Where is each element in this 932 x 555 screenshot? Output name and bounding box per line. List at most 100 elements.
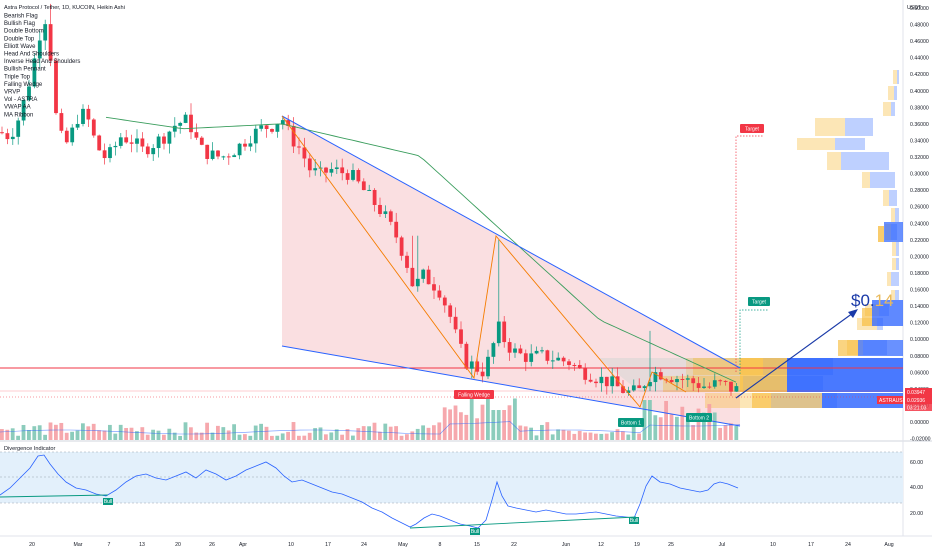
wedge-lower-trendline xyxy=(281,345,741,427)
price-axis-tick: 0.16000 xyxy=(910,288,929,294)
volume-bar xyxy=(599,433,604,440)
volume-profile-up-bar xyxy=(891,102,895,116)
candle-body xyxy=(675,379,679,383)
volume-bar xyxy=(16,435,20,440)
candle-body xyxy=(621,386,625,393)
volume-bar xyxy=(21,424,26,440)
price-axis-tick: 0.48000 xyxy=(910,23,929,29)
volume-bar xyxy=(243,434,247,440)
volume-profile-low-down-bar xyxy=(752,393,822,408)
volume-profile-down-bar xyxy=(891,290,895,300)
candle-body xyxy=(399,237,404,256)
indicator-legend-item: Bullish Flag xyxy=(4,21,35,27)
volume-bar xyxy=(156,430,161,440)
countdown-tag-value: 03:21:03 xyxy=(907,406,927,412)
volume-profile-up-bar xyxy=(891,272,899,286)
volume-bar xyxy=(189,427,193,440)
volume-bar xyxy=(172,432,177,440)
indicator-legend-item: VRVP xyxy=(4,90,20,96)
volume-bar xyxy=(707,404,712,440)
volume-bar xyxy=(302,435,307,440)
candle-body xyxy=(270,129,274,132)
indicator-legend-item: Vol - ASTRA xyxy=(4,97,37,103)
candle-body xyxy=(129,142,134,144)
divergence-line xyxy=(409,516,637,529)
candle-body xyxy=(151,148,156,155)
volume-bar xyxy=(691,425,695,440)
candle-body xyxy=(372,189,377,205)
volume-bar xyxy=(556,429,560,440)
candle-body xyxy=(118,137,123,146)
price-axis-tick: 0.20000 xyxy=(910,254,929,260)
volume-profile-up-bar xyxy=(835,138,865,150)
price-axis-tick: 0.44000 xyxy=(910,56,929,62)
candle-body xyxy=(0,132,4,134)
bull-signal-label: Bull xyxy=(630,518,638,524)
volume-profile-down-bar xyxy=(892,258,896,270)
volume-profile-down-bar xyxy=(797,138,835,150)
candle-body xyxy=(167,131,172,144)
volume-profile-up-bar xyxy=(870,172,895,188)
volume-profile-bar-030 xyxy=(872,300,903,326)
candle-body xyxy=(680,379,685,381)
target-label-red-box xyxy=(740,124,764,133)
volume-profile-up-bar xyxy=(896,258,899,270)
volume-bar xyxy=(59,422,64,440)
volume-bar xyxy=(572,433,577,440)
volume-bar xyxy=(518,425,523,440)
candle-body xyxy=(523,353,528,362)
time-axis-tick: 17 xyxy=(808,542,814,548)
time-axis-tick: Jul xyxy=(719,542,726,548)
volume-bar xyxy=(318,427,323,440)
oscillator-axis-tick: 60.00 xyxy=(910,460,923,466)
time-axis-tick: Apr xyxy=(239,542,247,548)
price-axis-tick: 0.38000 xyxy=(910,105,929,111)
candle-body xyxy=(64,130,69,143)
candle-body xyxy=(329,168,334,173)
volume-bar xyxy=(621,431,625,440)
candle-body xyxy=(302,147,307,159)
volume-bar xyxy=(480,404,485,440)
candle-body xyxy=(383,211,388,215)
candle-body xyxy=(243,143,247,147)
candle-body xyxy=(378,204,382,215)
volume-bar xyxy=(91,423,96,440)
price-tag-value: 0.03947 xyxy=(907,390,925,396)
volume-bar xyxy=(583,432,587,440)
volume-bar xyxy=(280,433,285,440)
candle-body xyxy=(718,380,723,382)
candle-body xyxy=(410,267,415,287)
price-axis-tick: 0.34000 xyxy=(910,138,929,144)
candle-body xyxy=(5,133,10,140)
candle-body xyxy=(707,386,712,388)
candle-body xyxy=(97,135,102,151)
volume-bar xyxy=(648,400,652,440)
candle-body xyxy=(221,156,226,158)
volume-bar xyxy=(253,425,258,440)
time-axis-tick: 15 xyxy=(474,542,480,548)
time-axis-tick: 13 xyxy=(139,542,145,548)
candle-body xyxy=(162,136,166,144)
volume-bar xyxy=(70,431,74,440)
candle-body xyxy=(572,364,577,366)
candle-body xyxy=(426,269,431,285)
candle-body xyxy=(459,329,463,344)
price-axis-tick: -0.02000 xyxy=(910,437,931,443)
volume-bar xyxy=(664,400,668,440)
candle-body xyxy=(259,125,264,129)
volume-bar xyxy=(437,422,442,440)
target-line-red xyxy=(735,135,764,372)
volume-bar xyxy=(54,424,58,440)
candle-body xyxy=(178,122,183,126)
indicator-legend-item: Bearish Flag xyxy=(4,14,38,20)
volume-profile-down-bar xyxy=(887,272,891,286)
price-tag-box xyxy=(905,388,932,396)
oscillator-band xyxy=(0,452,903,503)
volume-bar xyxy=(675,416,679,440)
volume-bar xyxy=(631,426,636,440)
volume-bar xyxy=(140,427,145,440)
volume-profile-up-bar xyxy=(895,208,899,222)
target-label-red: Target xyxy=(745,127,760,133)
candle-body xyxy=(264,125,269,130)
